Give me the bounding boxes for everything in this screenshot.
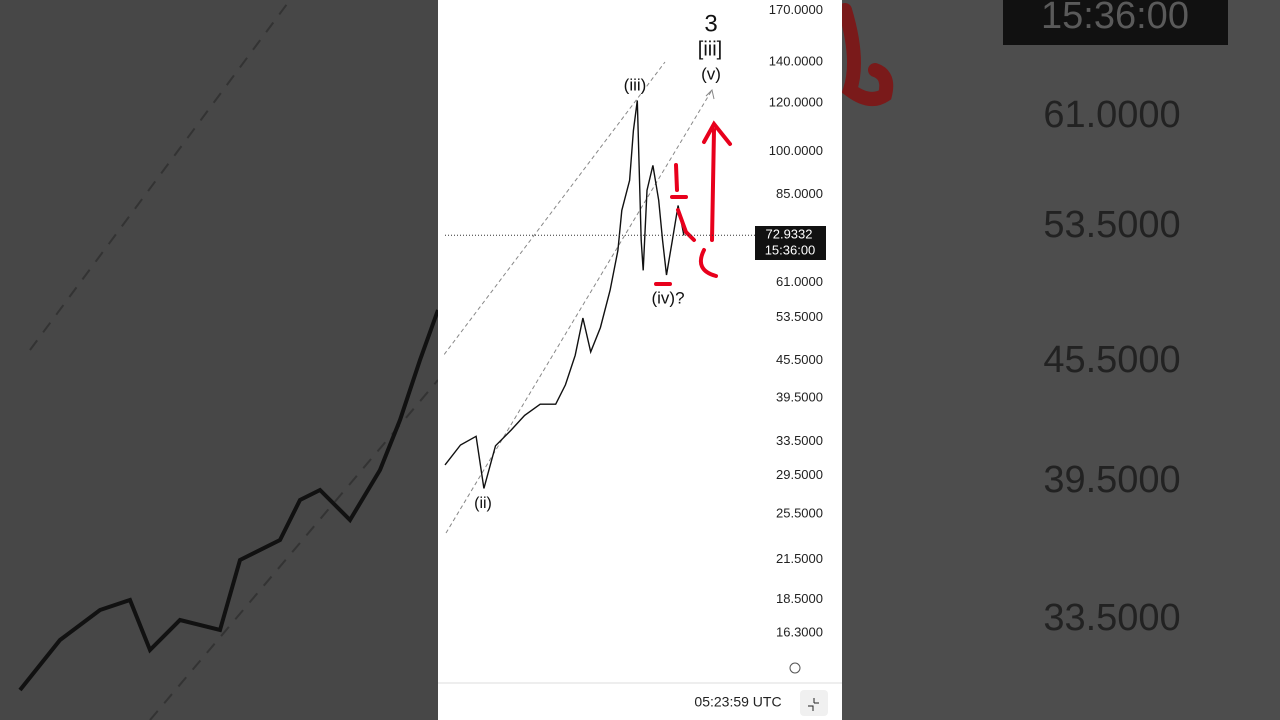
price-line	[444, 100, 685, 489]
wave-label: (iii)	[624, 75, 647, 94]
backdrop-label: 53.5000	[1043, 204, 1180, 246]
y-tick-label: 61.0000	[776, 274, 823, 289]
y-tick-label: 33.5000	[776, 433, 823, 448]
y-tick-label: 120.0000	[769, 95, 823, 110]
y-tick-label: 39.5000	[776, 389, 823, 404]
wave-label: (v)	[701, 64, 721, 83]
y-tick-label: 140.0000	[769, 54, 823, 69]
backdrop-price	[18, 309, 440, 692]
y-tick-label: 21.5000	[776, 551, 823, 566]
channel-line	[444, 61, 666, 356]
channel-line	[445, 89, 713, 534]
resize-icon	[808, 698, 819, 711]
y-tick-label: 100.0000	[769, 143, 823, 158]
backdrop-label: 33.5000	[1043, 597, 1180, 639]
y-tick-label: 29.5000	[776, 467, 823, 482]
wave-label: [iii]	[698, 38, 722, 60]
left-backdrop	[0, 0, 438, 720]
backdrop-channel	[149, 379, 439, 720]
y-tick-label: 45.5000	[776, 352, 823, 367]
last-price-label: 72.9332	[766, 227, 813, 242]
backdrop-drawing	[838, 3, 894, 106]
y-tick-label: 53.5000	[776, 309, 823, 324]
y-tick-label: 85.0000	[776, 186, 823, 201]
red-drawings	[654, 120, 732, 286]
wave-label: (iv)?	[651, 288, 684, 307]
y-tick-label: 170.0000	[769, 2, 823, 17]
last-time-label: 15:36:00	[765, 243, 816, 258]
backdrop-label: 39.5000	[1043, 459, 1180, 501]
right-backdrop	[842, 0, 1280, 720]
settings-icon[interactable]	[789, 662, 801, 674]
backdrop-label: 45.5000	[1043, 339, 1180, 381]
clock: 05:23:59 UTC	[694, 694, 781, 710]
chart-panel	[438, 0, 842, 720]
wave-label: 3	[704, 10, 717, 37]
backdrop-label: 61.0000	[1043, 94, 1180, 136]
backdrop-time: 15:36:00	[1041, 0, 1189, 37]
y-tick-label: 18.5000	[776, 591, 823, 606]
backdrop-labels: 61.0000 53.5000 45.5000 39.5000 33.5000	[1043, 94, 1180, 639]
y-tick-label: 16.3000	[776, 624, 823, 639]
y-tick-label: 25.5000	[776, 506, 823, 521]
arrow-head	[705, 89, 715, 100]
price-box	[755, 226, 826, 260]
plot-area: 2025Jul2026Jul	[444, 61, 715, 534]
backdrop-time-box	[1003, 0, 1228, 45]
wave-label: (ii)	[474, 495, 492, 512]
backdrop-channel	[29, 0, 291, 351]
